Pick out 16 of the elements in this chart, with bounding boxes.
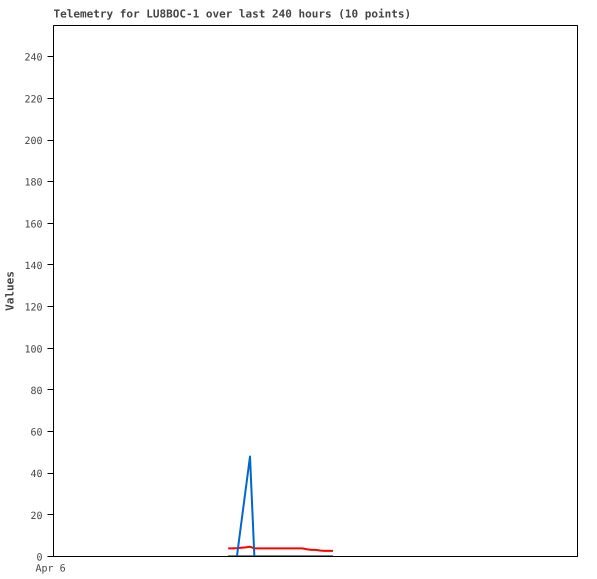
chart-title: Telemetry for LU8BOC-1 over last 240 hours (10 points)	[54, 8, 412, 20]
y-axis-title: Values	[3, 271, 16, 311]
y-tick-label: 220	[24, 94, 42, 106]
y-tick-label: 100	[24, 344, 42, 356]
y-tick-label: 200	[24, 136, 42, 148]
y-tick-label: 120	[24, 302, 42, 314]
y-tick-label: 180	[24, 178, 42, 189]
y-tick-label: 160	[24, 219, 42, 230]
y-tick-label: 240	[24, 52, 42, 64]
y-tick-label: 20	[30, 510, 43, 522]
y-tick-label: 140	[24, 260, 42, 272]
y-tick-label: 80	[30, 386, 43, 397]
y-tick-label: 60	[30, 428, 43, 439]
y-tick-label: 0	[36, 552, 43, 564]
y-tick-label: 40	[30, 469, 43, 480]
text: Apr 6	[36, 564, 66, 574]
